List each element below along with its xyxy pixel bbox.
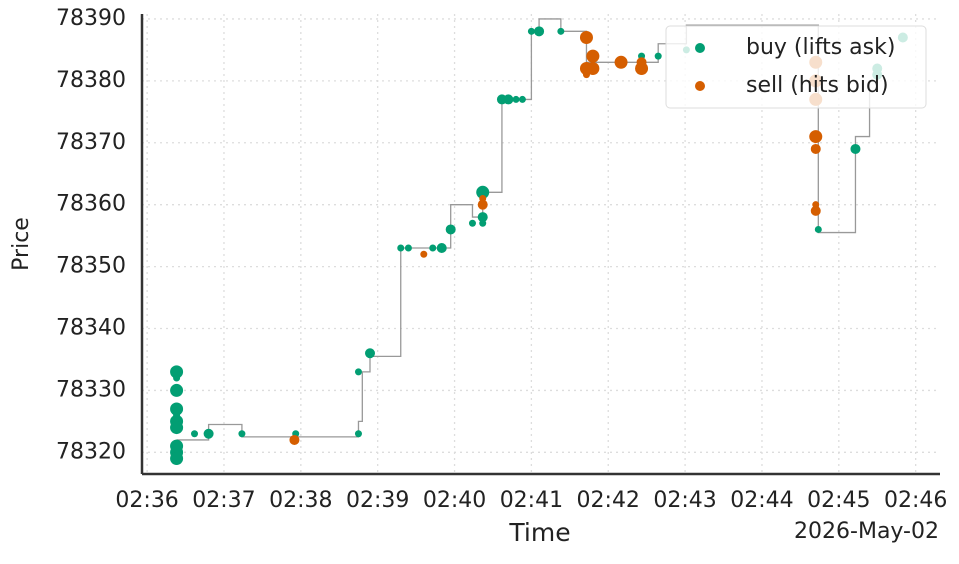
- y-tick-label: 78320: [56, 439, 126, 464]
- trade-point: [429, 244, 437, 252]
- legend-label: sell (hits bid): [746, 73, 889, 98]
- trade-point: [170, 452, 184, 466]
- legend-marker: [695, 81, 705, 91]
- x-tick-label: 02:37: [192, 488, 255, 513]
- trade-point: [635, 61, 649, 75]
- trade-point: [557, 27, 565, 35]
- trade-point: [468, 219, 476, 227]
- trade-point: [518, 95, 526, 103]
- y-tick-label: 78370: [56, 130, 126, 155]
- y-tick-label: 78360: [56, 192, 126, 217]
- trade-point: [586, 49, 600, 63]
- trade-point: [477, 212, 488, 223]
- trade-point: [512, 95, 520, 103]
- x-axis-label: Time: [508, 518, 570, 547]
- trade-point: [850, 143, 861, 154]
- trade-point: [654, 52, 662, 60]
- trade-point: [503, 94, 514, 105]
- trade-point: [614, 55, 628, 69]
- x-offset-label: 2026-May-02: [794, 519, 939, 544]
- trade-point: [170, 365, 184, 379]
- x-tick-label: 02:41: [500, 488, 563, 513]
- trade-point: [203, 428, 214, 439]
- trade-point: [404, 244, 412, 252]
- legend-marker: [695, 43, 705, 53]
- y-tick-label: 78350: [56, 254, 126, 279]
- trade-point: [397, 244, 405, 252]
- trade-point: [534, 26, 545, 37]
- trade-point: [582, 71, 590, 79]
- trade-point: [527, 27, 535, 35]
- x-tick-label: 02:38: [269, 488, 332, 513]
- legend: buy (lifts ask) sell (hits bid): [665, 25, 927, 109]
- trade-point: [436, 243, 447, 254]
- trade-point: [365, 348, 375, 359]
- y-tick-label: 78380: [56, 68, 126, 93]
- trade-point: [289, 434, 300, 445]
- y-tick-label: 78340: [56, 316, 126, 341]
- trade-point: [479, 219, 487, 227]
- trade-point: [479, 194, 487, 202]
- trade-point: [170, 383, 184, 397]
- trade-point: [476, 185, 490, 199]
- trade-point: [420, 250, 428, 258]
- trade-point: [354, 368, 362, 376]
- trade-point: [810, 205, 821, 216]
- trade-point: [354, 430, 362, 438]
- trade-point: [579, 31, 593, 45]
- y-tick-label: 78390: [56, 6, 126, 31]
- trade-point: [173, 374, 181, 382]
- trade-point: [191, 430, 199, 438]
- trade-point: [445, 224, 456, 235]
- legend-label: buy (lifts ask): [746, 35, 895, 60]
- x-tick-label: 02:40: [423, 488, 486, 513]
- y-axis-label: Price: [9, 217, 34, 271]
- x-tick-label: 02:44: [730, 488, 793, 513]
- trade-point: [809, 130, 823, 144]
- x-tick-label: 02:42: [577, 488, 640, 513]
- x-tick-label: 02:46: [884, 488, 947, 513]
- trade-point: [810, 143, 821, 154]
- x-tick-label: 02:39: [346, 488, 409, 513]
- trade-point: [238, 430, 246, 438]
- trade-point: [170, 421, 184, 435]
- legend-box: [665, 25, 927, 109]
- y-tick-label: 78330: [56, 377, 126, 402]
- trade-point: [170, 402, 184, 416]
- x-tick-label: 02:45: [807, 488, 870, 513]
- trade-point: [477, 199, 488, 210]
- x-tick-label: 02:36: [115, 488, 178, 513]
- trade-point: [814, 225, 822, 233]
- trade-point: [579, 61, 593, 75]
- x-tick-label: 02:43: [653, 488, 716, 513]
